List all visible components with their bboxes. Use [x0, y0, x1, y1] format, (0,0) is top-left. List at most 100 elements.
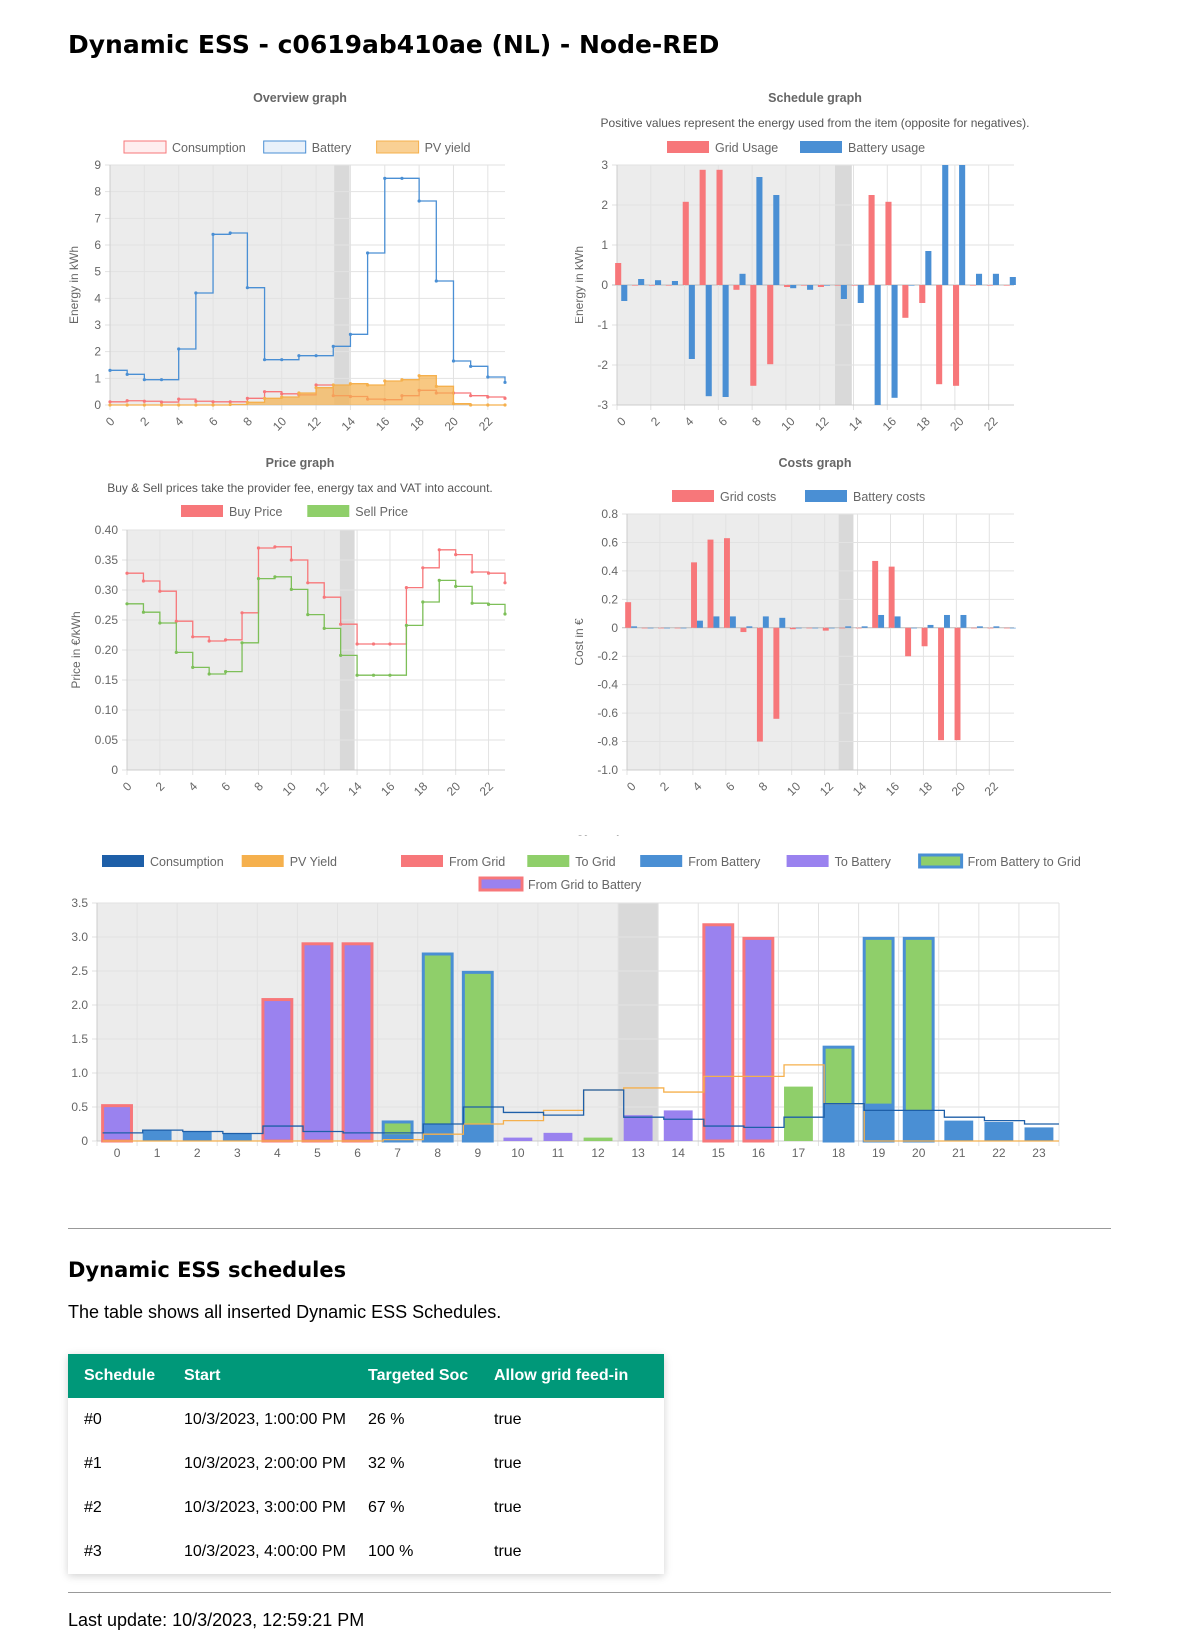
legend-swatch	[667, 141, 709, 153]
x-tick-label: 2	[648, 414, 663, 429]
y-tick-label: 0.20	[95, 643, 119, 657]
sell-price-point	[224, 670, 228, 674]
from-battery-bar	[824, 1103, 853, 1141]
grid-costs-bar	[658, 627, 665, 629]
x-tick-label: 10	[778, 414, 798, 434]
x-tick-label: 14	[345, 779, 365, 799]
y-tick-label: 3	[94, 318, 101, 332]
pv-yield-point	[159, 403, 164, 407]
battery-point	[280, 358, 284, 362]
battery-point	[400, 176, 404, 180]
from-grid-to-battery-bar	[742, 936, 775, 1143]
y-tick-label: -0.6	[597, 706, 618, 720]
pv-yield-point	[142, 403, 146, 407]
legend-label: To Battery	[835, 855, 892, 869]
battery-costs-bar	[878, 614, 885, 628]
grid-costs-bar	[971, 627, 977, 629]
grid-costs-bar	[740, 627, 747, 633]
y-tick-label: 3.0	[71, 930, 88, 944]
cell-soc: 100 %	[368, 1543, 414, 1560]
buy-price-point	[289, 558, 293, 562]
battery-costs-bar	[828, 627, 835, 629]
grid-usage-bar	[885, 201, 892, 285]
to-battery-bar	[663, 1110, 693, 1141]
x-tick-label: 8	[240, 414, 255, 429]
cell-feed-in: true	[494, 1543, 522, 1560]
grid-costs-bar	[625, 602, 632, 628]
page-title: Dynamic ESS - c0619ab410ae (NL) - Node-R…	[68, 30, 720, 59]
y-tick-label: -0.8	[597, 735, 618, 749]
consumption-point	[262, 390, 267, 394]
x-tick-label: 14	[672, 1146, 686, 1160]
y-tick-label: 0.10	[95, 703, 119, 717]
from-battery-bar	[142, 1130, 172, 1141]
x-tick-label: 12	[312, 779, 332, 799]
battery-point	[469, 364, 473, 368]
pv-yield-point	[297, 391, 301, 395]
sell-price-point	[207, 672, 211, 676]
x-tick-label: 6	[219, 779, 234, 794]
legend-swatch	[181, 505, 223, 517]
divider	[68, 1592, 1111, 1593]
legend-label: Consumption	[150, 855, 224, 869]
sell-price-point	[470, 601, 474, 605]
sell-price-point	[322, 626, 326, 630]
battery-costs-bar	[1009, 627, 1016, 629]
grid-usage-bar	[817, 285, 824, 287]
legend-label: From Grid to Battery	[528, 878, 642, 892]
chart-subtitle: Positive values represent the energy use…	[601, 116, 1030, 130]
from-grid-to-battery-bar	[341, 942, 374, 1143]
x-tick-label: 20	[947, 414, 967, 434]
battery-costs-bar	[762, 616, 769, 628]
grid-usage-bar	[767, 285, 774, 365]
sell-price-point	[503, 612, 507, 616]
grid-usage-bar	[682, 201, 689, 285]
header-start: Start	[168, 1354, 352, 1398]
grid-usage-bar	[868, 195, 875, 285]
buy-price-point	[322, 595, 326, 599]
chart-subtitle: Buy & Sell prices take the provider fee,…	[107, 481, 493, 495]
y-tick-label: 3	[601, 158, 608, 172]
y-tick-label: 8	[94, 185, 101, 199]
x-tick-label: 10	[784, 779, 804, 799]
legend-label: From Battery to Grid	[968, 855, 1081, 869]
from-grid-to-battery-bar	[301, 942, 334, 1143]
battery-point	[108, 368, 112, 372]
battery-point	[348, 332, 353, 336]
from-battery-bar	[383, 1134, 413, 1141]
battery-point	[366, 251, 370, 255]
consumption-point	[469, 394, 473, 398]
cell-start: 10/3/2023, 4:00:00 PM	[184, 1543, 346, 1560]
x-tick-label: 8	[251, 779, 266, 794]
x-tick-label: 9	[474, 1146, 481, 1160]
pv-yield-point	[383, 379, 387, 383]
x-tick-label: 19	[872, 1146, 886, 1160]
from-battery-bar	[463, 1124, 493, 1141]
pv-yield-point	[314, 386, 318, 390]
battery-costs-bar	[812, 627, 819, 629]
battery-costs-bar	[976, 626, 983, 628]
battery-costs-bar	[779, 617, 786, 628]
x-tick-label: 20	[444, 779, 464, 799]
x-tick-label: 10	[511, 1146, 525, 1160]
y-tick-label: 0	[601, 278, 608, 292]
battery-usage-bar	[959, 165, 966, 285]
grid-usage-bar	[750, 285, 757, 386]
y-tick-label: 0.2	[601, 592, 618, 606]
y-tick-label: -0.2	[597, 649, 618, 663]
chart-title: Schedule graph	[768, 91, 862, 105]
x-tick-label: 12	[812, 414, 832, 434]
grid-costs-bar	[789, 627, 796, 630]
battery-point	[159, 378, 164, 382]
y-axis-label: Price in €/kWh	[69, 611, 83, 688]
battery-costs-bar	[911, 627, 918, 629]
grid-usage-bar	[953, 285, 960, 386]
from-battery-bar	[864, 1103, 894, 1141]
sell-price-point	[421, 600, 425, 604]
from-grid-to-battery-bar	[702, 923, 735, 1143]
pv-yield-area	[110, 375, 505, 405]
legend-label: Grid costs	[720, 490, 776, 504]
y-tick-label: -3	[597, 398, 608, 412]
legend-label: Sell Price	[355, 505, 408, 519]
